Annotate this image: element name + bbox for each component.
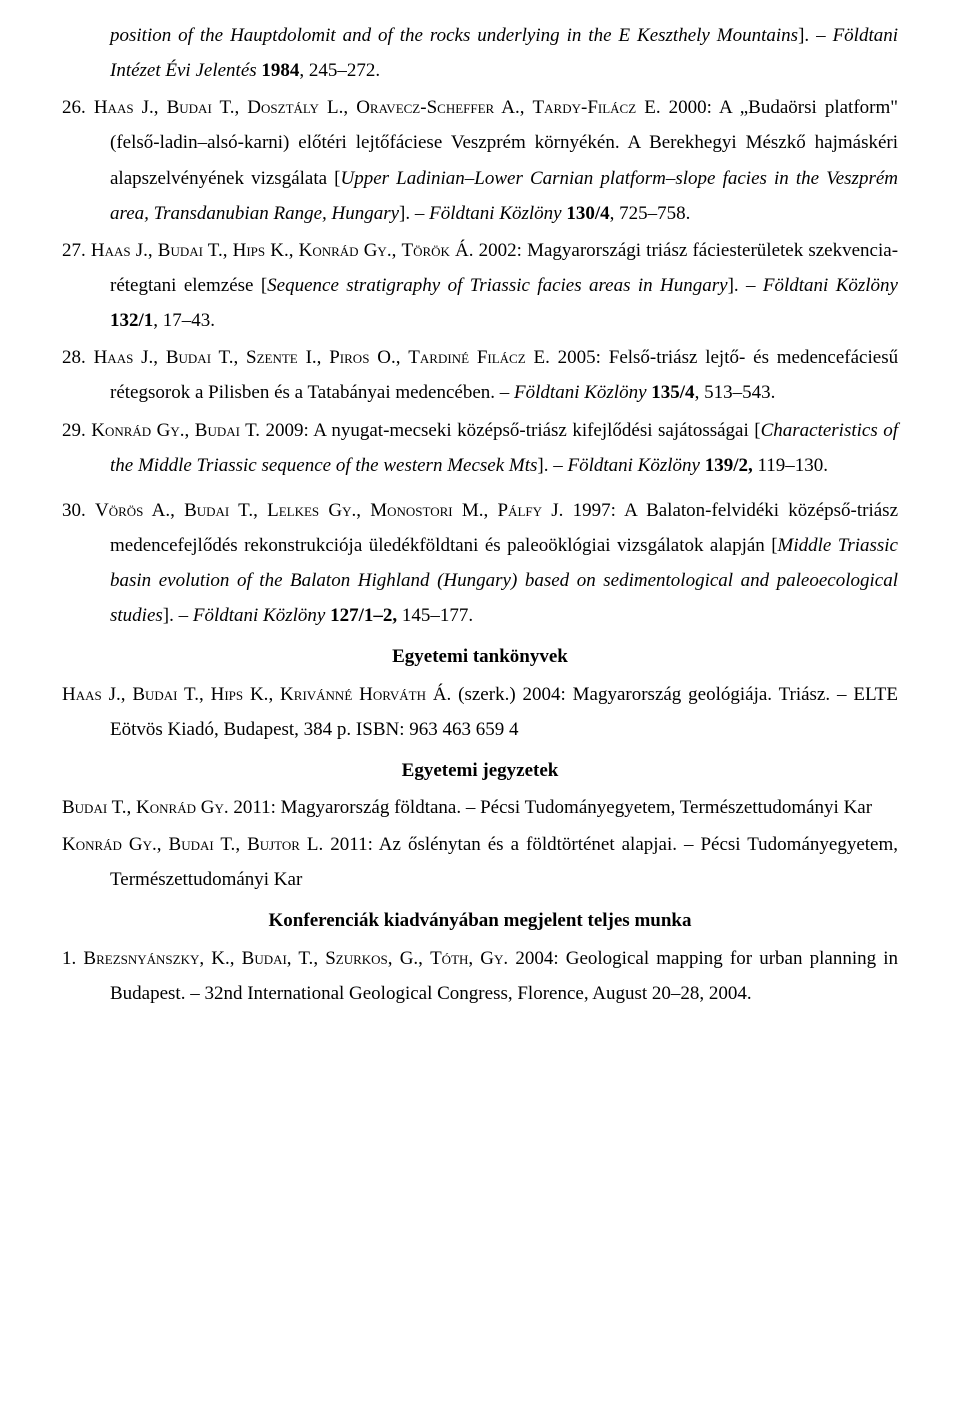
orphan-italic: position of the Hauptdolomit and of the … (110, 25, 798, 46)
heading-textbooks: Egyetemi tankönyvek (62, 639, 898, 674)
author: Haas J. (62, 684, 121, 705)
author: Vörös A. (95, 500, 170, 521)
author: Budai T. (184, 500, 253, 521)
author: Konrád Gy. (91, 420, 184, 441)
author: Budai T. (166, 347, 234, 368)
author: Haas J. (94, 97, 154, 118)
ref-27: 27. Haas J., Budai T., Hips K., Konrád G… (62, 233, 898, 338)
author: Budai T. (62, 797, 127, 818)
author: Tóth, Gy. (430, 948, 508, 969)
author: Oravecz-Scheffer A. (356, 97, 520, 118)
author: Budai T. (132, 684, 199, 705)
ref-29: 29. Konrád Gy., Budai T. 2009: A nyugat-… (62, 413, 898, 483)
heading-conf: Konferenciák kiadványában megjelent telj… (62, 903, 898, 938)
author: Budai T. (169, 834, 236, 855)
author: Bujtor L. (247, 834, 323, 855)
heading-notes: Egyetemi jegyzetek (62, 753, 898, 788)
author: Szurkos, G. (325, 948, 418, 969)
author: Piros O. (329, 347, 395, 368)
author: Budai T. (195, 420, 260, 441)
author: Tardy-Filácz E. (533, 97, 661, 118)
author: Krivánné Horváth Á. (280, 684, 451, 705)
author: Haas J. (91, 240, 148, 261)
conf-entry-1: 1. Brezsnyánszky, K., Budai, T., Szurkos… (62, 941, 898, 1011)
author: Pálfy J. (498, 500, 564, 521)
author: Budai T. (158, 240, 223, 261)
author: Budai, T. (242, 948, 314, 969)
author: Konrád Gy. (62, 834, 157, 855)
textbook-entry: Haas J., Budai T., Hips K., Krivánné Hor… (62, 677, 898, 747)
author: Konrád Gy. (136, 797, 229, 818)
ref-continuation: position of the Hauptdolomit and of the … (62, 18, 898, 88)
author: Szente I. (246, 347, 317, 368)
ref-28: 28. Haas J., Budai T., Szente I., Piros … (62, 340, 898, 410)
notes-entry-2: Konrád Gy., Budai T., Bujtor L. 2011: Az… (62, 827, 898, 897)
ref-30: 30. Vörös A., Budai T., Lelkes Gy., Mono… (62, 493, 898, 634)
author: Lelkes Gy. (267, 500, 356, 521)
author: Monostori M. (370, 500, 483, 521)
author: Hips K. (233, 240, 289, 261)
author: Hips K. (211, 684, 269, 705)
author: Haas J. (94, 347, 154, 368)
author: Török Á. (401, 240, 473, 261)
author: Tardiné Filácz E. (408, 347, 550, 368)
author: Dosztály L. (247, 97, 343, 118)
author: Budai T. (167, 97, 235, 118)
ref-26: 26. Haas J., Budai T., Dosztály L., Orav… (62, 90, 898, 231)
author: Konrád Gy. (299, 240, 392, 261)
author: Brezsnyánszky, K. (83, 948, 229, 969)
notes-entry-1: Budai T., Konrád Gy. 2011: Magyarország … (62, 790, 898, 825)
